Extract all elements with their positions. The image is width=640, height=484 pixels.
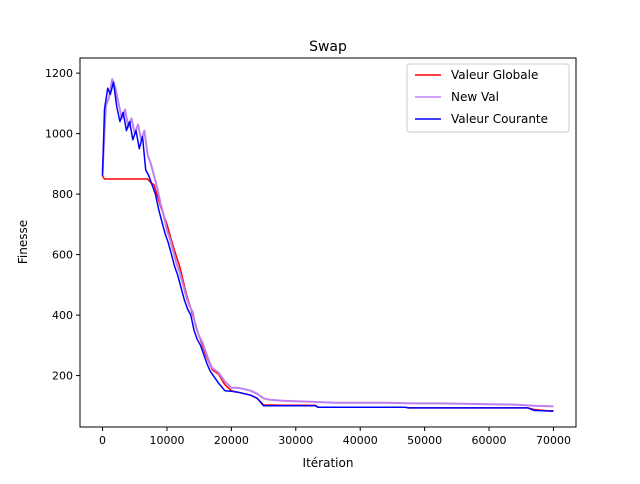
x-tick-label: 40000 (343, 434, 378, 447)
series-line-valeur-courante (101, 81, 554, 413)
y-tick-label: 600 (52, 249, 73, 262)
x-tick-label: 0 (99, 434, 106, 447)
axis-ticks: 0 10000 20000 30000 40000 50000 60000 70000 200 4… (45, 67, 571, 447)
y-axis-label: Finesse (16, 220, 30, 264)
x-tick-label: 70000 (536, 434, 571, 447)
legend-box (406, 63, 570, 133)
y-tick-label: 800 (52, 188, 73, 201)
x-tick-label: 20000 (214, 434, 249, 447)
y-tick-label: 400 (52, 309, 73, 322)
legend: Valeur Globale New Val Valeur Courante (406, 63, 570, 133)
x-axis-label: Itération (303, 456, 354, 470)
plot-area (101, 78, 554, 413)
y-tick-label: 1200 (45, 67, 73, 80)
legend-label: Valeur Globale (451, 68, 538, 82)
y-tick-label: 200 (52, 370, 73, 383)
legend-label: Valeur Courante (451, 112, 548, 126)
x-tick-label: 30000 (278, 434, 313, 447)
y-tick-label: 1000 (45, 128, 73, 141)
series-line-new-val (101, 78, 554, 408)
x-tick-label: 50000 (407, 434, 442, 447)
x-tick-label: 10000 (149, 434, 184, 447)
axes-frame (79, 57, 577, 428)
legend-label: New Val (451, 90, 499, 104)
x-tick-label: 60000 (472, 434, 507, 447)
chart-title: Swap (309, 39, 347, 55)
